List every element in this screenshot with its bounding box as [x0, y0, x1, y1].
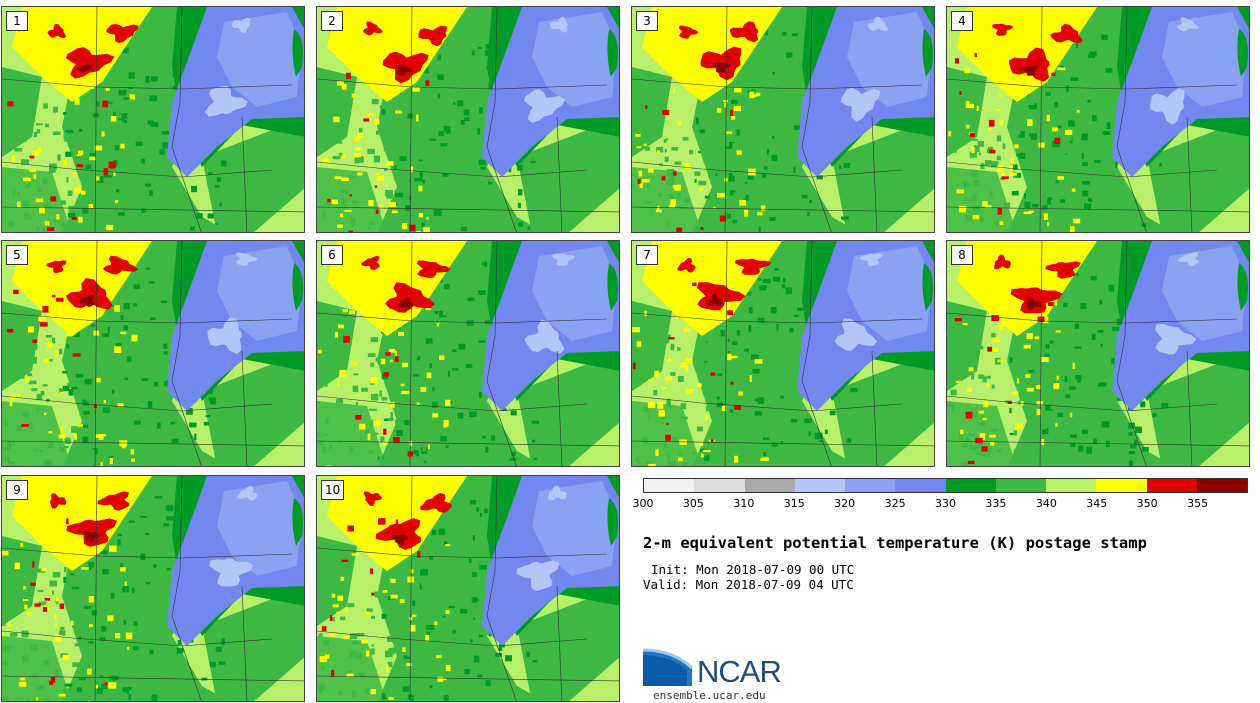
colorbar-ticks: 300 305 310 315 320 325 330 335 340 345 350 355: [633, 497, 1248, 513]
site-url: ensemble.ucar.edu: [653, 689, 766, 702]
colorbar-tick-label: 320: [834, 497, 856, 510]
colorbar-segment: [945, 479, 996, 492]
member-number-label: 1: [6, 11, 28, 31]
ensemble-member-map: 6: [316, 240, 620, 467]
colorbar-tick-label: 315: [783, 497, 805, 510]
member-number-label: 5: [6, 245, 28, 265]
ensemble-member-map: 10: [316, 475, 620, 702]
colorbar-segment: [845, 479, 896, 492]
colorbar-segment: [895, 479, 946, 492]
colorbar-segment: [1146, 479, 1197, 492]
ncar-logo-icon: [643, 648, 694, 686]
colorbar-segment: [694, 479, 745, 492]
colorbar-tick-label: 345: [1086, 497, 1108, 510]
member-number-label: 2: [321, 11, 343, 31]
ensemble-member-map: 3: [631, 6, 935, 233]
ensemble-member-map: 8: [946, 240, 1250, 467]
ensemble-member-map: 9: [1, 475, 305, 702]
colorbar-segment: [794, 479, 845, 492]
member-number-label: 4: [951, 11, 973, 31]
member-number-label: 7: [636, 245, 658, 265]
colorbar-tick-label: 300: [632, 497, 654, 510]
colorbar-tick-label: 335: [985, 497, 1007, 510]
colorbar-tick-label: 355: [1187, 497, 1209, 510]
colorbar: [643, 478, 1248, 493]
ensemble-member-map: 7: [631, 240, 935, 467]
colorbar-tick-label: 310: [733, 497, 755, 510]
colorbar-tick-label: 350: [1136, 497, 1158, 510]
member-number-label: 3: [636, 11, 658, 31]
colorbar-tick-label: 305: [682, 497, 704, 510]
colorbar-segment: [1046, 479, 1097, 492]
ensemble-member-map: 5: [1, 240, 305, 467]
member-number-label: 6: [321, 245, 343, 265]
ncar-logo-text: NCAR: [697, 654, 782, 689]
colorbar-tick-label: 325: [884, 497, 906, 510]
ensemble-member-map: 2: [316, 6, 620, 233]
ensemble-member-map: 4: [946, 6, 1250, 233]
colorbar-segment: [995, 479, 1046, 492]
colorbar-segment: [1196, 479, 1247, 492]
colorbar-tick-label: 340: [1035, 497, 1057, 510]
colorbar-segment: [1096, 479, 1147, 492]
colorbar-tick-label: 330: [935, 497, 956, 510]
member-number-label: 10: [321, 480, 345, 500]
member-number-label: 8: [951, 245, 973, 265]
init-time: Init: Mon 2018-07-09 00 UTC: [651, 562, 855, 577]
figure-title: 2-m equivalent potential temperature (K)…: [643, 534, 1147, 552]
colorbar-segment: [644, 479, 695, 492]
colorbar-segment: [744, 479, 795, 492]
member-number-label: 9: [6, 480, 28, 500]
valid-time: Valid: Mon 2018-07-09 04 UTC: [643, 577, 854, 592]
ensemble-member-map: 1: [1, 6, 305, 233]
